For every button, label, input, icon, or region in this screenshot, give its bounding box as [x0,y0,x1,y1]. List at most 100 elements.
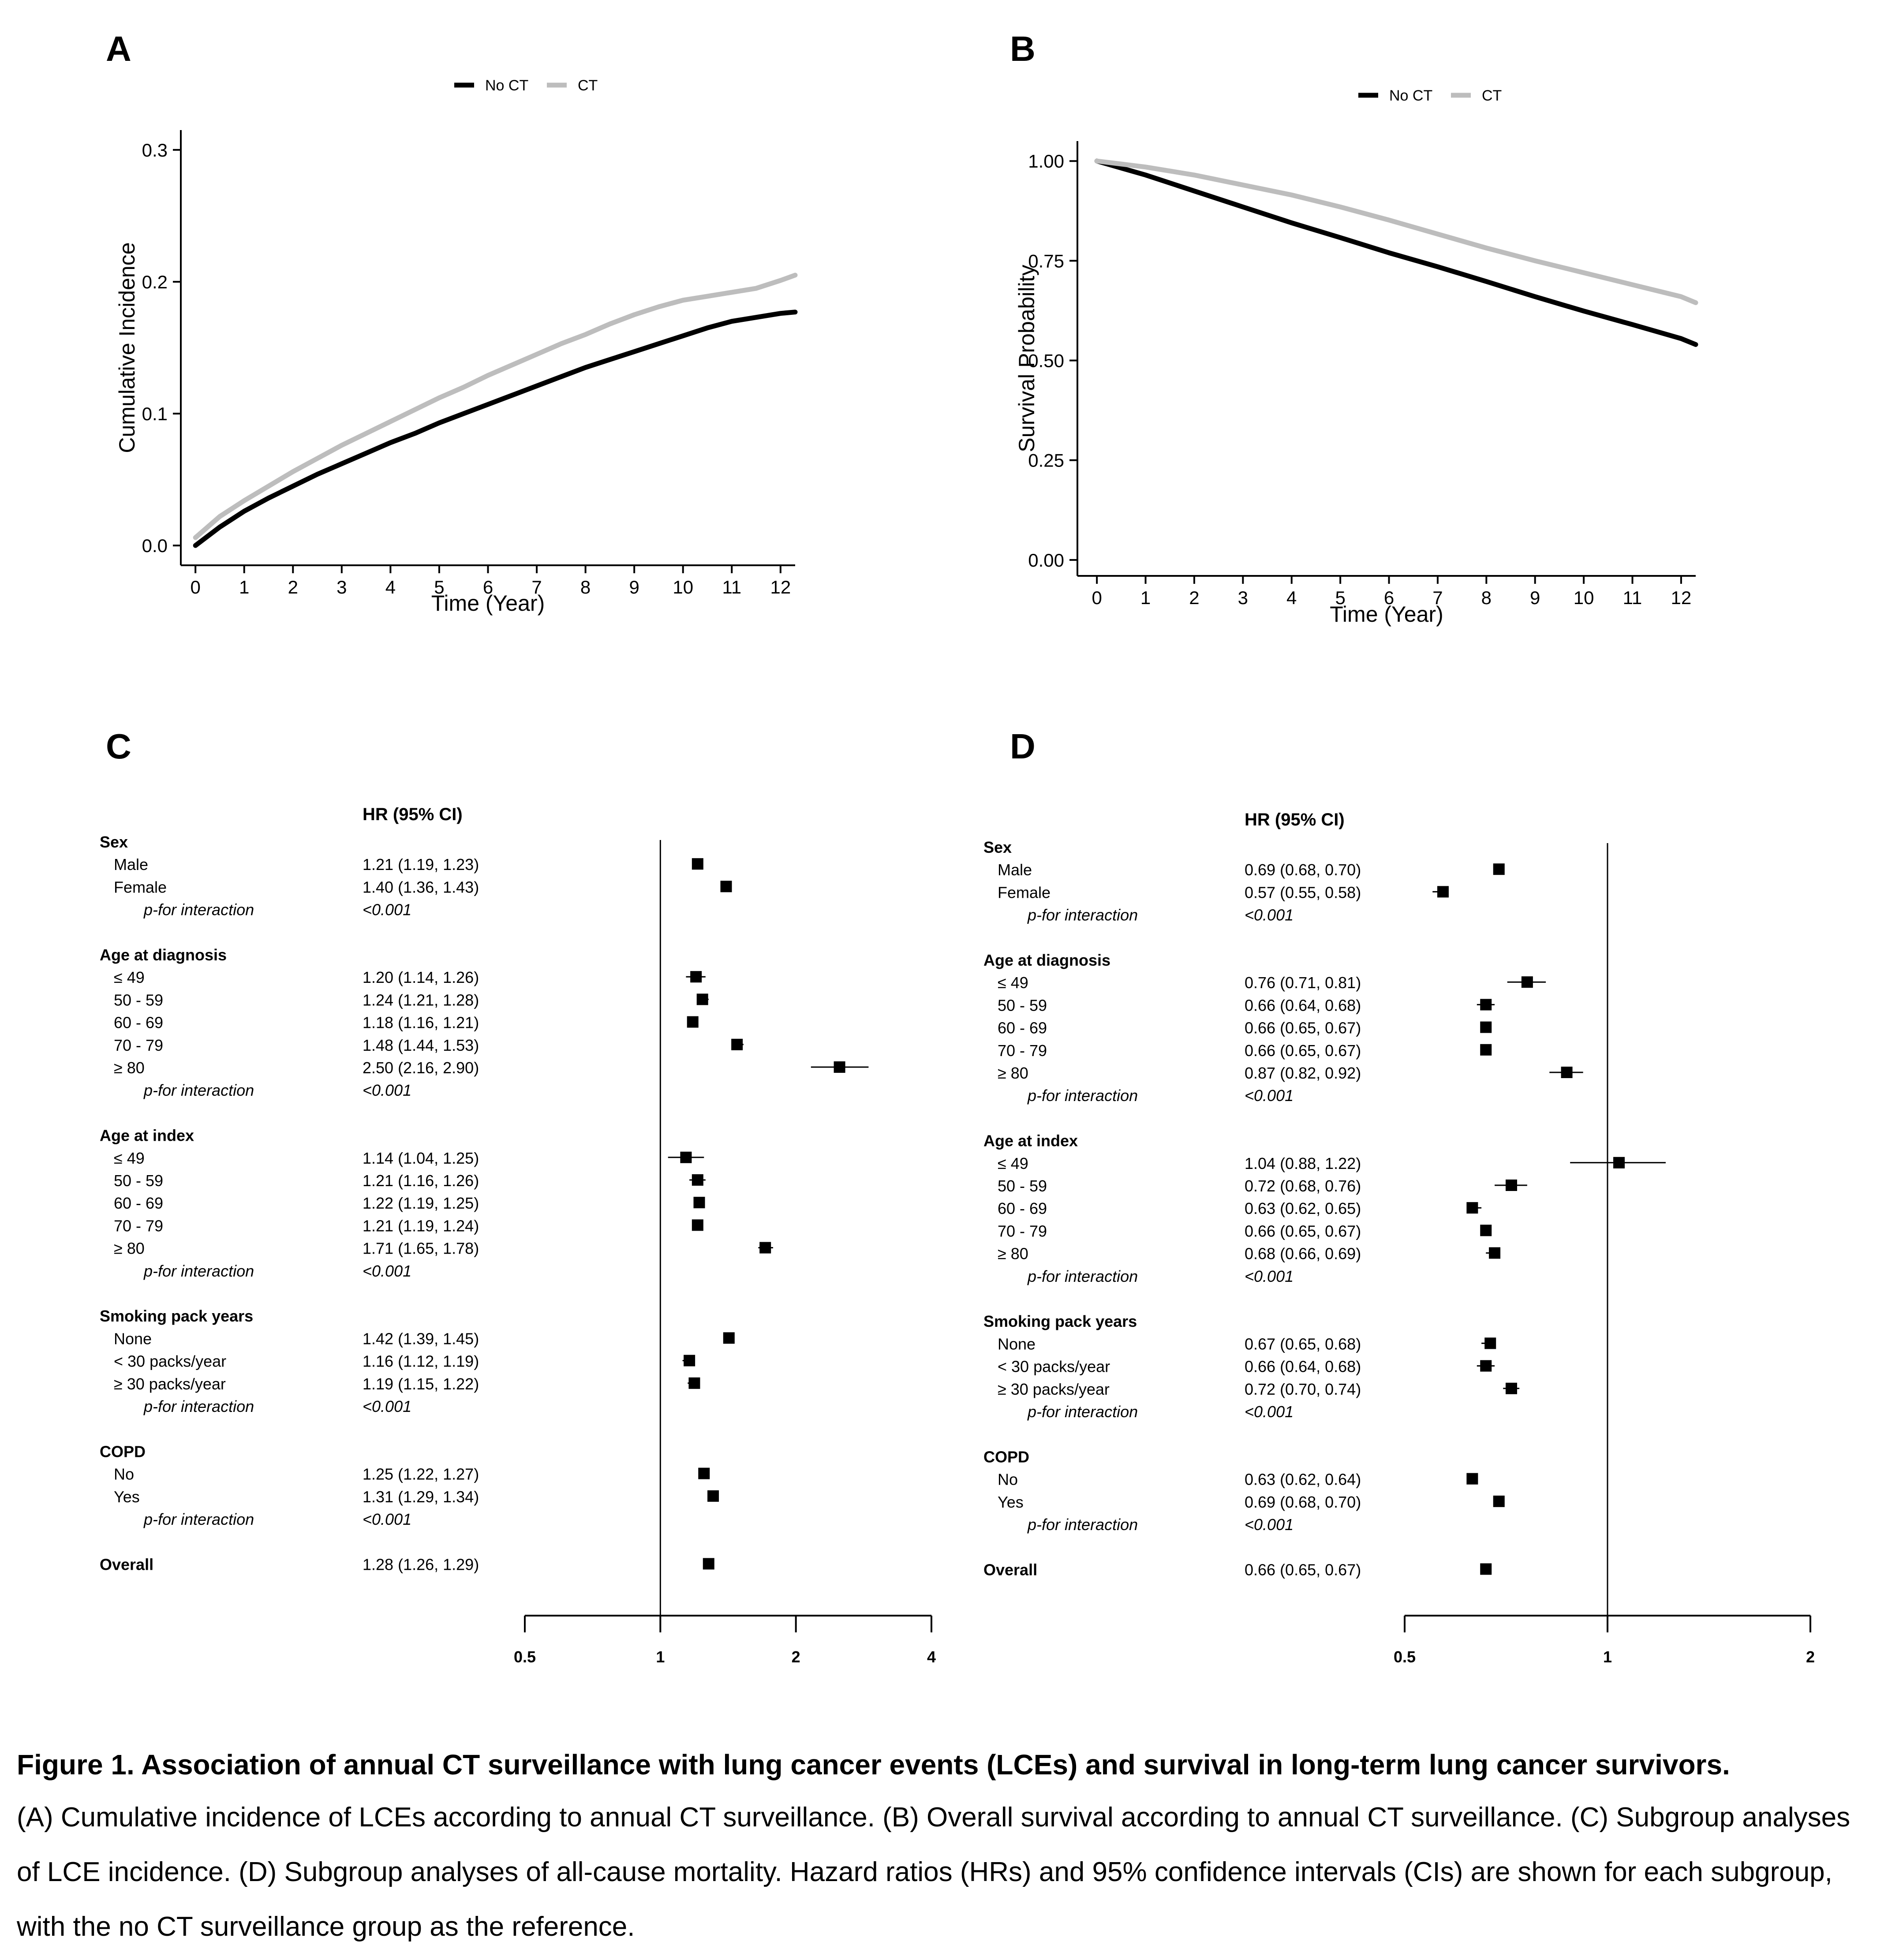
panel-d-overall-label: Overall [983,1561,1037,1579]
panel-d-hr-marker [1466,1202,1478,1214]
panel-c-hr-marker [698,1467,710,1479]
panel-d-row-label: Female [998,883,1051,901]
panel-c-p-label: p-for interaction [143,1262,254,1280]
panel-c-hr-marker [688,1377,700,1389]
panel-d-hr-marker [1480,1021,1492,1033]
panel-d-row-label: ≥ 30 packs/year [998,1380,1110,1398]
panel-c-row-hr-text: 1.19 (1.15, 1.22) [363,1375,479,1393]
panel-d-p-label: p-for interaction [1027,1516,1138,1534]
panel-d-row-label: None [998,1335,1036,1353]
panel-c-row-hr-text: 1.22 (1.19, 1.25) [363,1194,479,1212]
panel-c-row-hr-text: 1.16 (1.12, 1.19) [363,1352,479,1370]
panel-b-x-tick-label: 1 [1140,587,1151,608]
panel-a-y-tick-label: 0.1 [142,403,168,424]
panel-a-series-ct [193,273,798,540]
panel-d-p-label: p-for interaction [1027,1403,1138,1421]
panel-d-hr-marker [1489,1247,1501,1259]
panel-d-p-value: <0.001 [1245,1267,1294,1285]
panel-d-p-value: <0.001 [1245,1403,1294,1421]
panel-d-hr-marker [1466,1473,1478,1485]
panel-c-row-hr-text: 1.14 (1.04, 1.25) [363,1149,479,1167]
panel-c-row-label: None [114,1329,152,1348]
panel-b-x-tick-label: 3 [1238,587,1248,608]
panel-c-hr-marker [684,1355,695,1366]
panel-d-p-value: <0.001 [1245,1516,1294,1534]
panel-d-p-label: p-for interaction [1027,1086,1138,1105]
panel-d-row-label: 70 - 79 [998,1222,1047,1240]
panel-c-p-value: <0.001 [363,1262,411,1280]
panel-a-y-tick-label: 0.0 [142,535,168,556]
panel-c-row-hr-text: 1.21 (1.16, 1.26) [363,1172,479,1190]
panel-c-row-hr-text: 1.24 (1.21, 1.28) [363,991,479,1009]
panel-d-row-hr-text: 0.76 (0.71, 0.81) [1245,974,1361,992]
panel-d-group-label: Age at index [983,1132,1078,1150]
panel-c-row-hr-text: 1.71 (1.65, 1.78) [363,1239,479,1258]
panel-d-row-hr-text: 0.69 (0.68, 0.70) [1245,861,1361,879]
panel-a-x-axis-title: Time (Year) [431,591,545,616]
panel-c-row-label: 50 - 59 [114,991,163,1009]
panel-d-row-hr-text: 0.66 (0.65, 0.67) [1245,1042,1361,1060]
panel-d-row-label: ≥ 80 [998,1245,1028,1263]
panel-b-legend-label: CT [1482,87,1502,104]
panel-c-row-hr-text: 1.31 (1.29, 1.34) [363,1488,479,1506]
panel-b-series-ct [1094,158,1698,305]
panel-c-row-label: ≥ 30 packs/year [114,1375,226,1393]
panel-d-row-hr-text: 0.69 (0.68, 0.70) [1245,1493,1361,1511]
panel-d-x-tick-label: 0.5 [1394,1648,1416,1666]
panel-d-hr-marker [1505,1180,1517,1191]
panel-c-hr-marker [693,1197,705,1209]
panel-d-row-label: ≤ 49 [998,974,1028,992]
panel-d-row-label: Yes [998,1493,1024,1511]
panel-c-p-value: <0.001 [363,1397,411,1415]
panel-d-row-hr-text: 0.63 (0.62, 0.64) [1245,1471,1361,1489]
panel-c-group-label: Age at diagnosis [100,946,227,964]
panel-label-c: C [106,727,131,766]
panel-a-y-tick-label: 0.2 [142,272,168,292]
panel-a-series-no-ct [193,310,798,548]
panel-b-x-tick-label: 10 [1574,587,1594,608]
panel-b-x-tick-label: 2 [1189,587,1199,608]
panel-b-x-tick-label: 6 [1384,587,1394,608]
panel-d-row-hr-text: 0.87 (0.82, 0.92) [1245,1064,1361,1082]
panel-c-row-label: 60 - 69 [114,1014,163,1032]
panel-c-row-label: ≤ 49 [114,968,145,986]
panel-c-x-tick-label: 1 [656,1648,665,1666]
panel-c-row-hr-text: 1.20 (1.14, 1.26) [363,968,479,986]
panel-b-x-axis-title: Time (Year) [1330,602,1443,627]
panel-d-hr-marker [1480,999,1492,1011]
panel-c-p-label: p-for interaction [143,1081,254,1099]
panel-c-row-label: ≥ 80 [114,1239,145,1258]
panel-d-hr-marker [1484,1337,1496,1349]
panel-c-row-label: Yes [114,1488,140,1506]
panel-c-p-label: p-for interaction [143,1397,254,1415]
panel-c-hr-marker [723,1332,735,1344]
panel-c-hr-marker [696,993,708,1005]
panel-a-y-axis-title: Cumulative Incidence [115,242,139,453]
panel-d-p-value: <0.001 [1245,1086,1294,1105]
panel-c-p-value: <0.001 [363,901,411,919]
panel-b-x-tick-label: 11 [1623,587,1642,608]
panel-c-hr-marker [692,1219,703,1231]
panel-a-x-tick-label: 1 [239,577,249,597]
panel-d-header: HR (95% CI) [1245,810,1345,829]
panel-a-x-tick-label: 12 [770,577,791,597]
panel-d-hr-marker [1493,863,1505,875]
panel-d-row-hr-text: 0.57 (0.55, 0.58) [1245,883,1361,901]
panel-c-p-label: p-for interaction [143,1510,254,1528]
panel-label-d: D [1010,727,1036,766]
panel-a-x-tick-label: 11 [722,577,741,597]
panel-d-hr-marker [1493,1495,1505,1507]
panel-d-hr-marker [1521,976,1533,988]
panel-a-x-tick-label: 9 [629,577,639,597]
panel-c-row-hr-text: 1.42 (1.39, 1.45) [363,1329,479,1348]
panel-d-x-tick-label: 2 [1806,1648,1815,1666]
panel-d-row-hr-text: 0.66 (0.64, 0.68) [1245,996,1361,1014]
figure-caption-title: Figure 1. Association of annual CT surve… [17,1749,1730,1781]
panel-b-x-tick-label: 7 [1432,587,1443,608]
panel-d-hr-marker [1613,1157,1625,1169]
panel-a-x-tick-label: 0 [190,577,200,597]
panel-c-row-hr-text: 1.21 (1.19, 1.24) [363,1217,479,1235]
panel-c-overall-label: Overall [100,1555,153,1573]
panel-c-hr-marker [707,1490,719,1502]
